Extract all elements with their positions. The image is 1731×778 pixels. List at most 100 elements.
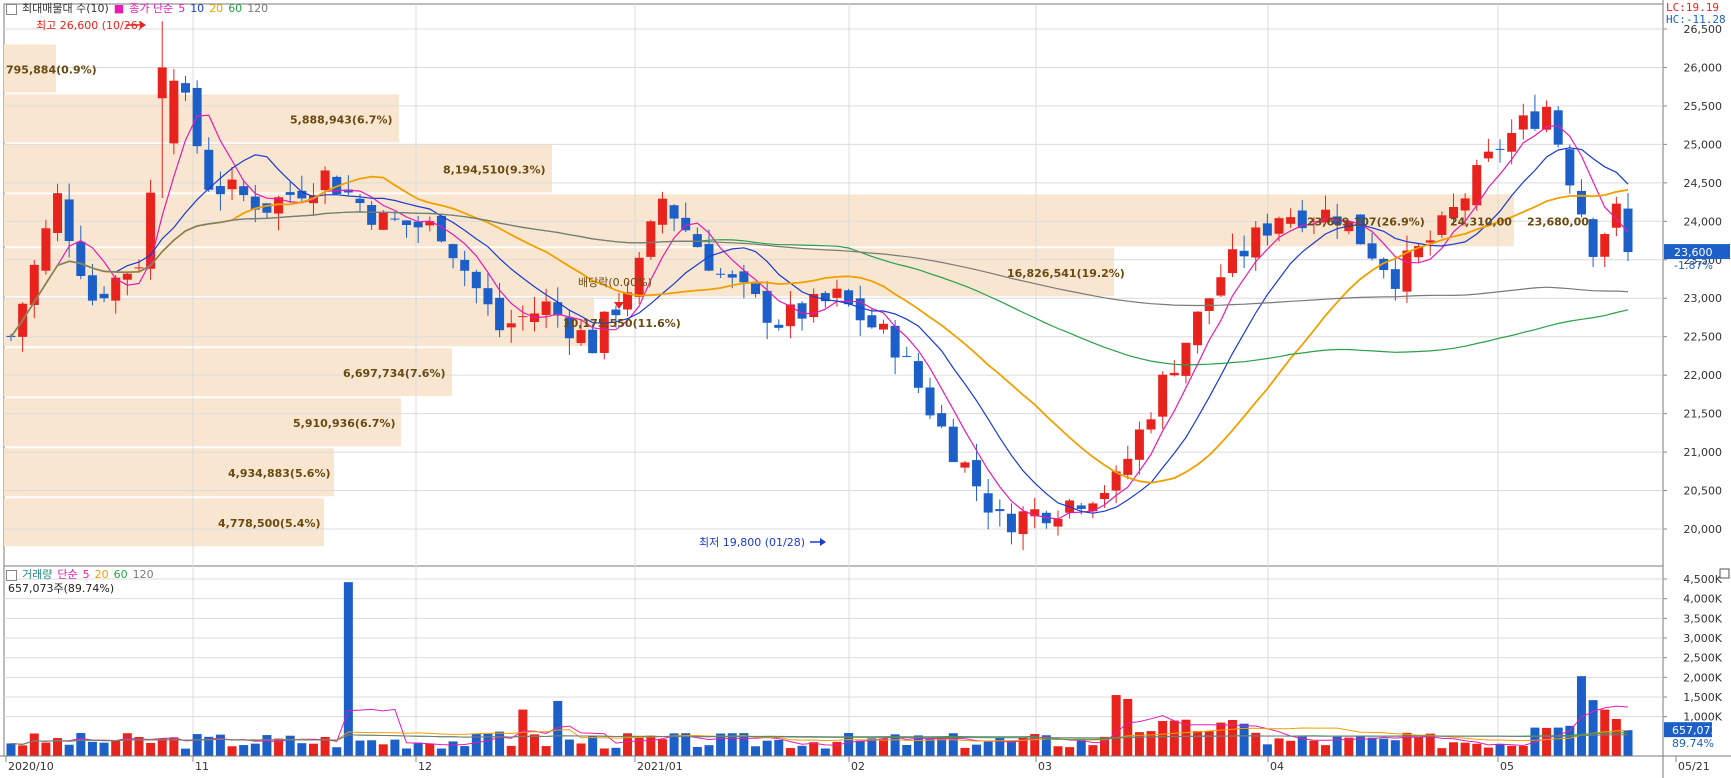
high-price-marker: 최고 26,600 (10/26) bbox=[36, 19, 142, 32]
volume-bar bbox=[1344, 737, 1354, 756]
ex-dividend-arrow bbox=[614, 302, 624, 309]
volume-bar bbox=[471, 733, 481, 756]
volume-bar bbox=[1134, 732, 1144, 756]
candle-body bbox=[506, 323, 516, 328]
candle-body bbox=[274, 197, 284, 214]
volume-pane-close-button[interactable] bbox=[1719, 568, 1730, 579]
candle-body bbox=[983, 493, 993, 513]
price-ma-legend-60: 60 bbox=[228, 2, 243, 15]
volume-bar bbox=[1100, 736, 1110, 756]
volume-bar bbox=[227, 746, 237, 756]
price-axis-label: 25,500 bbox=[1684, 100, 1723, 113]
volume-bar bbox=[146, 742, 156, 756]
price-legend-checkbox[interactable] bbox=[6, 3, 17, 15]
candle-body bbox=[1239, 250, 1249, 257]
volume-bar bbox=[913, 735, 923, 756]
volume-bar bbox=[646, 735, 656, 756]
volume-profile-label: 6,697,734(7.6%) bbox=[343, 367, 446, 380]
candle-body bbox=[588, 329, 598, 354]
candle-body bbox=[471, 271, 481, 289]
volume-profile-band bbox=[4, 348, 452, 397]
volume-bar bbox=[657, 739, 667, 756]
candle-body bbox=[134, 267, 144, 269]
volume-bar bbox=[774, 739, 784, 756]
volume-bar bbox=[669, 733, 679, 756]
volume-bar bbox=[588, 736, 598, 756]
x-axis-label: 05/21 bbox=[1678, 760, 1710, 773]
volume-bar bbox=[122, 733, 132, 756]
volume-ma-legend-5: 5 bbox=[82, 568, 90, 581]
candle-body bbox=[460, 259, 470, 271]
volume-bar bbox=[192, 734, 202, 756]
volume-bar bbox=[378, 744, 388, 756]
volume-axis-label: 3,500K bbox=[1683, 612, 1722, 625]
volume-bar bbox=[541, 746, 551, 756]
volume-bar bbox=[844, 733, 854, 756]
candle-body bbox=[913, 361, 923, 388]
candle-body bbox=[1204, 298, 1214, 311]
volume-bar bbox=[250, 743, 260, 756]
candle-body bbox=[332, 176, 342, 195]
volume-bar bbox=[983, 741, 993, 756]
volume-bar bbox=[1472, 743, 1482, 756]
volume-axis-label: 1,000K bbox=[1683, 711, 1722, 724]
volume-bar bbox=[634, 737, 644, 756]
high-marker-arrowhead bbox=[140, 21, 146, 29]
candle-body bbox=[844, 290, 854, 305]
volume-bar bbox=[495, 731, 505, 756]
volume-bar bbox=[41, 742, 51, 756]
candle-body bbox=[1507, 132, 1517, 152]
volume-axis-label: 2,500K bbox=[1683, 652, 1722, 665]
price-legend: 최대매물대 수(10) ■ 종가 단순 5 10 20 60 120 bbox=[6, 2, 268, 16]
candle-body bbox=[1449, 206, 1459, 219]
candle-body bbox=[972, 460, 982, 487]
candle-body bbox=[995, 509, 1005, 512]
volume-bar bbox=[274, 738, 284, 756]
candle-body bbox=[1542, 106, 1552, 130]
candle-body bbox=[751, 283, 761, 295]
candle-body bbox=[215, 186, 225, 195]
volume-bar bbox=[1018, 737, 1028, 756]
volume-bar bbox=[925, 739, 935, 756]
volume-ma-legend-title: 단순 bbox=[57, 568, 78, 581]
volume-bar bbox=[483, 733, 493, 756]
candle-body bbox=[1309, 221, 1319, 223]
volume-bar bbox=[1216, 722, 1226, 756]
candle-body bbox=[774, 324, 784, 328]
ma-line-20 bbox=[10, 175, 1629, 484]
candle-body bbox=[902, 355, 912, 357]
candle-body bbox=[250, 196, 260, 210]
volume-legend-checkbox[interactable] bbox=[6, 569, 17, 581]
volume-ma-line-120 bbox=[10, 734, 1629, 745]
candle-body bbox=[285, 192, 295, 195]
volume-bar bbox=[1227, 719, 1237, 756]
candle-body bbox=[1460, 198, 1470, 211]
volume-bar bbox=[1460, 742, 1470, 756]
price-axis-label: 21,000 bbox=[1684, 446, 1723, 459]
price-axis-label: 26,500 bbox=[1684, 23, 1723, 36]
volume-legend: 거래량 단순 5 20 60 120 bbox=[6, 568, 154, 582]
volume-bar bbox=[1565, 725, 1575, 756]
volume-profile-label: 5,888,943(6.7%) bbox=[290, 113, 393, 126]
volume-bar bbox=[1251, 732, 1261, 756]
price-axis-label: 20,000 bbox=[1684, 523, 1723, 536]
ma-line-120 bbox=[10, 211, 1629, 338]
volume-legend-title: 거래량 bbox=[22, 568, 53, 581]
volume-axis-label: 2,000K bbox=[1683, 671, 1722, 684]
volume-bar bbox=[29, 733, 39, 756]
price-axis-label: 20,500 bbox=[1684, 485, 1723, 498]
volume-bar bbox=[448, 741, 458, 756]
volume-bar bbox=[553, 700, 563, 756]
volume-bar bbox=[355, 740, 365, 756]
price-ma-legend-swatch: ■ bbox=[113, 2, 125, 15]
volume-profile-band bbox=[4, 448, 334, 497]
volume-bar bbox=[1286, 740, 1296, 756]
volume-bar bbox=[890, 734, 900, 756]
volume-bar bbox=[599, 748, 609, 756]
volume-bar bbox=[623, 733, 633, 756]
volume-bar bbox=[1041, 735, 1051, 756]
volume-bar bbox=[87, 741, 97, 756]
x-axis-label: 11 bbox=[195, 760, 209, 773]
candle-body bbox=[402, 220, 412, 226]
volume-bar bbox=[960, 747, 970, 756]
